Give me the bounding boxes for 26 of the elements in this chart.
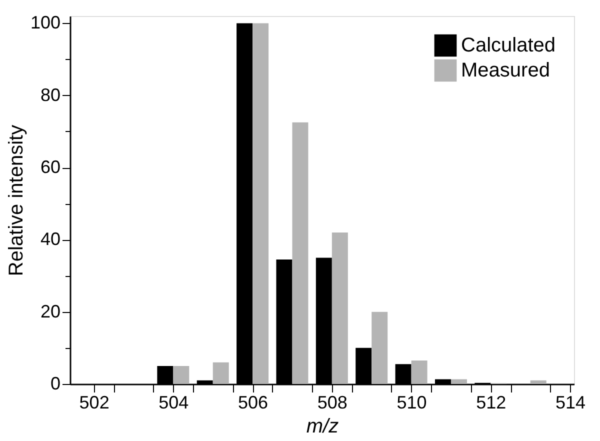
bar <box>212 362 229 384</box>
y-tick-label: 0 <box>50 374 60 394</box>
x-axis-title: m/z <box>306 416 339 438</box>
bar <box>173 366 190 384</box>
legend-label: Measured <box>461 60 550 82</box>
bar <box>252 23 269 384</box>
y-tick-label: 100 <box>30 12 60 33</box>
x-tick-label: 508 <box>317 392 348 412</box>
y-tick-label: 80 <box>40 84 60 105</box>
bar <box>372 312 388 384</box>
y-tick-label: 20 <box>40 301 60 322</box>
bar <box>411 360 428 384</box>
bar <box>530 380 546 384</box>
y-tick-label: 60 <box>40 157 60 178</box>
bar <box>450 379 467 384</box>
x-tick-label: 512 <box>476 392 506 412</box>
x-tick-label: 502 <box>79 392 110 412</box>
x-tick-label: 514 <box>556 392 586 412</box>
x-tick-label: 506 <box>238 392 268 412</box>
y-axis-title: Relative intensity <box>5 124 28 276</box>
x-tick-label: 510 <box>396 392 427 412</box>
bar <box>332 232 348 384</box>
y-tick-label: 40 <box>40 229 60 250</box>
bar <box>292 122 308 384</box>
legend-label: Calculated <box>461 34 556 56</box>
x-tick-label: 504 <box>158 392 189 412</box>
